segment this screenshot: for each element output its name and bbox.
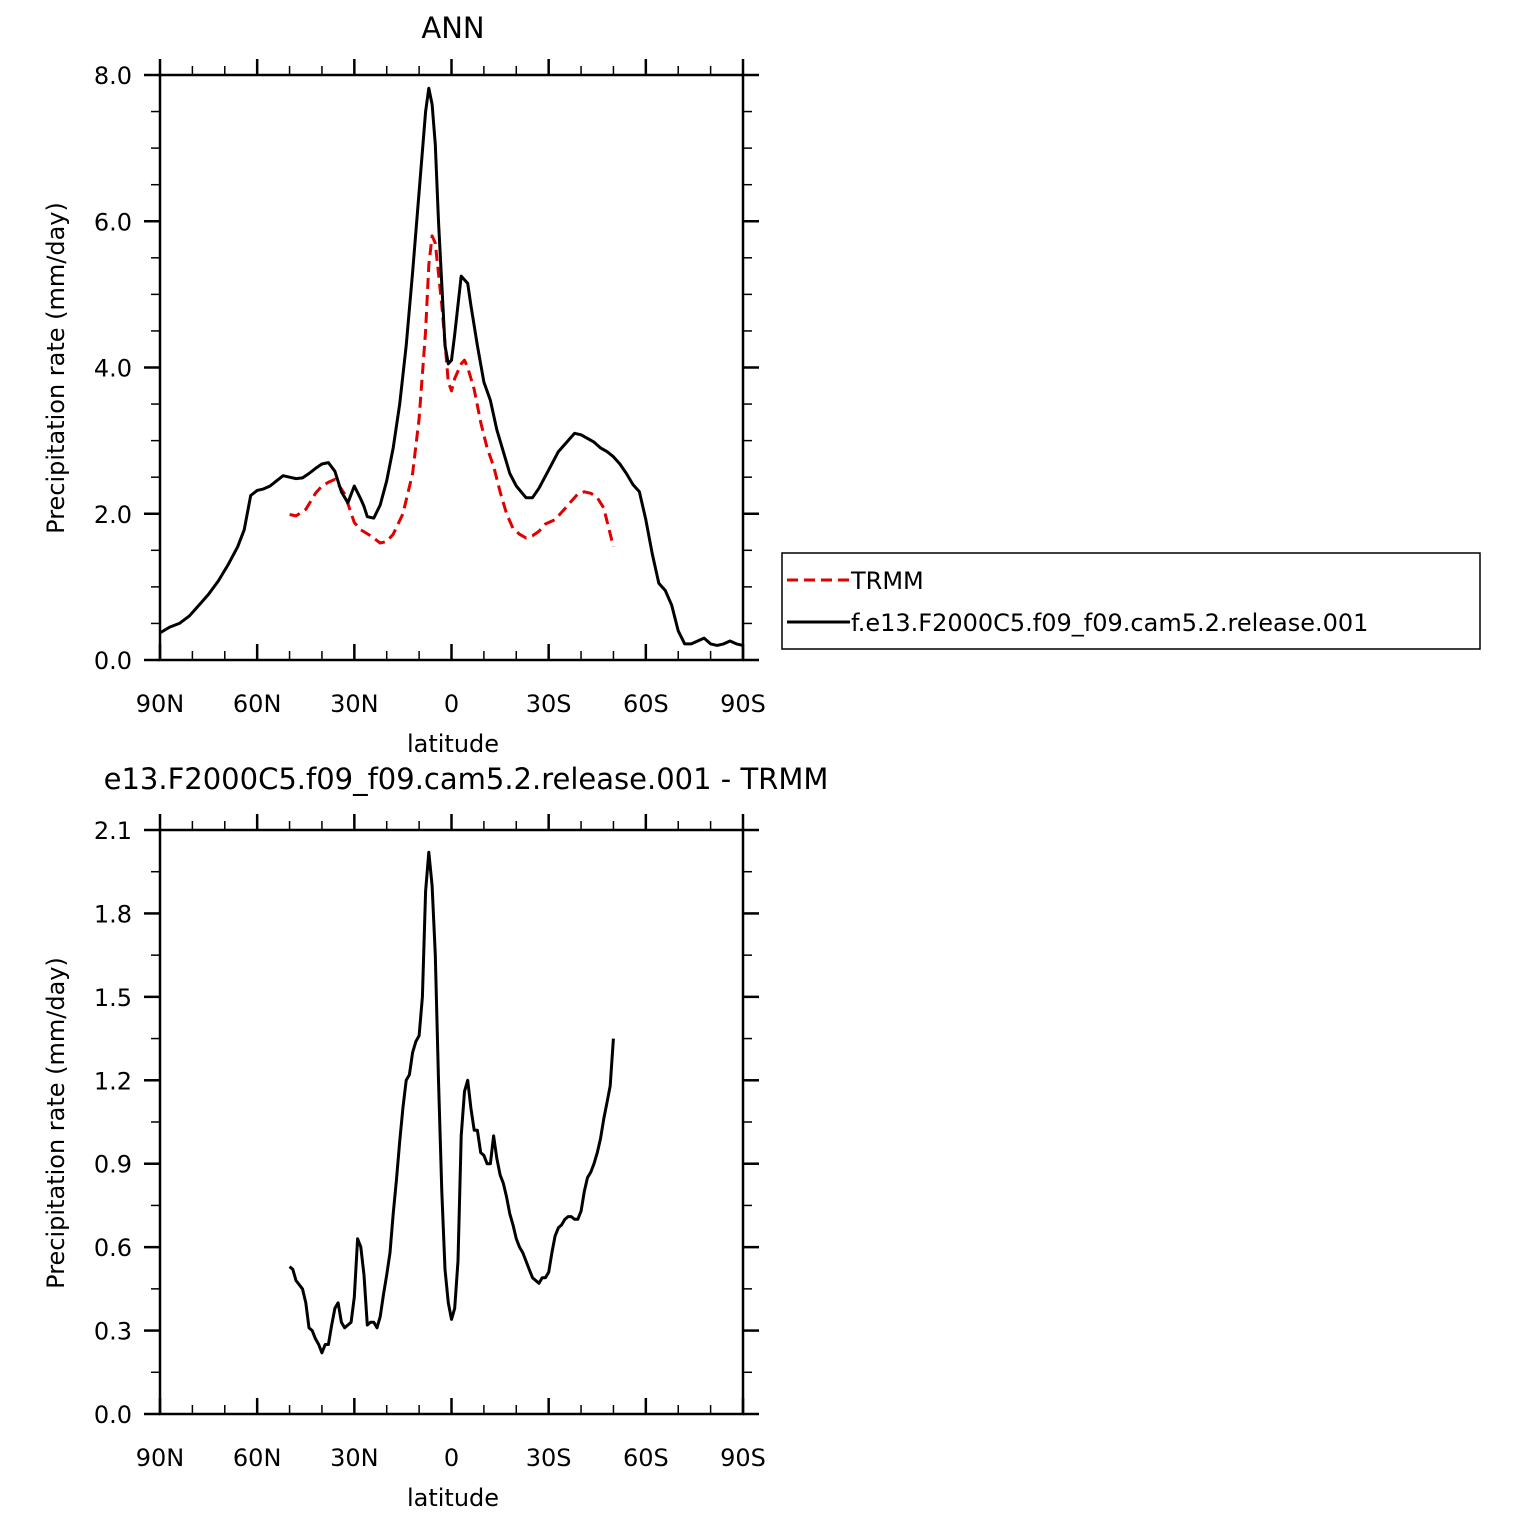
top-y-tick-label: 6.0 xyxy=(94,208,132,236)
bottom-y-tick-label: 1.8 xyxy=(94,900,132,928)
legend-label-model: f.e13.F2000C5.f09_f09.cam5.2.release.001 xyxy=(851,609,1368,637)
top-y-tick-label: 8.0 xyxy=(94,62,132,90)
top-panel-y-axis-title: Precipitation rate (mm/day) xyxy=(42,202,70,534)
legend: TRMM f.e13.F2000C5.f09_f09.cam5.2.releas… xyxy=(781,552,1481,650)
bottom-y-tick-label: 2.1 xyxy=(94,817,132,845)
bottom-panel-frame xyxy=(158,828,745,1416)
bottom-x-tick-label: 30S xyxy=(526,1444,572,1472)
top-x-tick-label: 0 xyxy=(444,690,459,718)
top-panel-x-axis-title: latitude xyxy=(407,730,499,758)
top-panel-ticks: 90N 60N 30N 0 30S 60S 90S 0.0 2.0 4.0 6.0 8.0 xyxy=(94,59,766,718)
bottom-x-tick-label: 60S xyxy=(623,1444,669,1472)
bottom-y-tick-label: 0.9 xyxy=(94,1151,132,1179)
top-x-tick-label: 90S xyxy=(720,690,766,718)
bottom-y-tick-label: 0.6 xyxy=(94,1234,132,1262)
bottom-series-line-0 xyxy=(288,850,615,1355)
top-series-line-1 xyxy=(159,86,744,647)
bottom-y-tick-label: 0.3 xyxy=(94,1318,132,1346)
bottom-panel-ticks: 90N 60N 30N 0 30S 60S 90S 0.0 0.3 0.6 0.9 1.2 1.5 1.8… xyxy=(94,814,766,1472)
legend-label-trmm: TRMM xyxy=(850,567,924,595)
top-y-tick-label: 2.0 xyxy=(94,501,132,529)
top-x-tick-label: 30S xyxy=(526,690,572,718)
legend-box xyxy=(781,552,1481,650)
bottom-x-tick-label: 90N xyxy=(136,1444,185,1472)
top-panel: ANN 90N 60N 30N 0 30S 60S 90S 0.0 2.0 4.0 6.0 8.0 l… xyxy=(42,11,766,758)
bottom-panel-title: e13.F2000C5.f09_f09.cam5.2.release.001 -… xyxy=(104,762,829,796)
top-y-tick-label: 0.0 xyxy=(94,647,132,675)
top-x-tick-label: 30N xyxy=(330,690,379,718)
top-panel-series-layer xyxy=(159,86,744,647)
bottom-y-tick-label: 0.0 xyxy=(94,1401,132,1429)
top-x-tick-label: 90N xyxy=(136,690,185,718)
bottom-panel-y-axis-title: Precipitation rate (mm/day) xyxy=(42,957,70,1289)
bottom-x-tick-label: 0 xyxy=(444,1444,459,1472)
bottom-panel: e13.F2000C5.f09_f09.cam5.2.release.001 -… xyxy=(42,762,828,1512)
bottom-y-tick-label: 1.2 xyxy=(94,1067,132,1095)
top-x-tick-label: 60N xyxy=(233,690,282,718)
bottom-panel-x-axis-title: latitude xyxy=(407,1484,499,1512)
bottom-panel-series-layer xyxy=(288,850,615,1355)
top-x-tick-label: 60S xyxy=(623,690,669,718)
top-series-line-0 xyxy=(289,234,615,548)
top-panel-title: ANN xyxy=(421,11,484,45)
bottom-x-tick-label: 60N xyxy=(233,1444,282,1472)
top-y-tick-label: 4.0 xyxy=(94,355,132,383)
bottom-y-tick-label: 1.5 xyxy=(94,984,132,1012)
bottom-x-tick-label: 90S xyxy=(720,1444,766,1472)
bottom-x-tick-label: 30N xyxy=(330,1444,379,1472)
